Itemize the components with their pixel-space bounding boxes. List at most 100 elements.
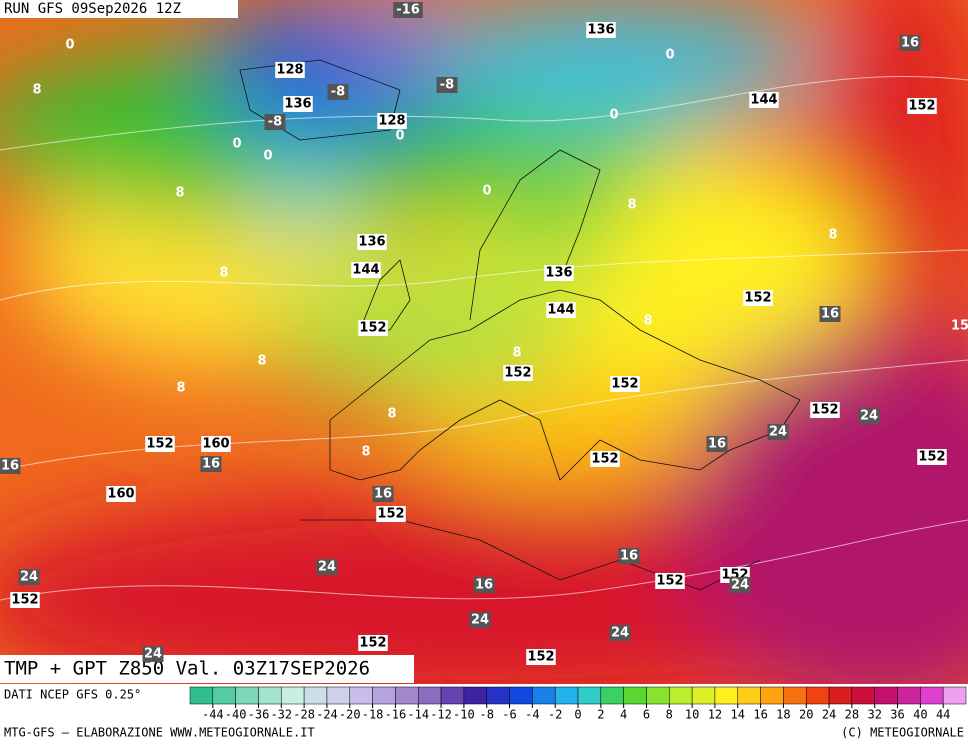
label-box <box>706 436 728 452</box>
colorbar-tick-label: -10 <box>453 708 475 722</box>
colorbar-cell <box>600 686 624 705</box>
colorbar-cell <box>897 686 921 705</box>
geopotential-label: 160 <box>107 487 134 502</box>
colorbar-tick-label: -32 <box>270 708 292 722</box>
geopotential-label: 152 <box>504 366 531 381</box>
isotherm-label: 0 <box>263 149 272 164</box>
label-box <box>393 2 423 18</box>
isotherm-label: 0 <box>232 137 241 152</box>
colorbar-cell <box>828 686 853 705</box>
colorbar-tick-label: -12 <box>430 708 452 722</box>
geopotential-label: 152 <box>359 636 386 651</box>
colorbar-tick-label: 0 <box>574 708 581 722</box>
colorbar-cell <box>509 686 533 705</box>
label-box <box>264 114 286 130</box>
colorbar-tick-label: -18 <box>362 708 384 722</box>
colorbar-cell <box>942 686 967 705</box>
temperature-label: -8 <box>331 85 345 100</box>
label-box <box>283 96 313 112</box>
label-box <box>544 265 574 281</box>
isotherm-label: 8 <box>257 354 266 369</box>
colorbar-cell <box>258 686 282 705</box>
label-box <box>351 262 381 278</box>
temperature-label: 16 <box>708 437 726 452</box>
geopotential-label: 136 <box>587 23 614 38</box>
geopotential-label: 136 <box>284 97 311 112</box>
credit: MTG-GFS — ELABORAZIONE WWW.METEOGIORNALE… <box>4 726 315 740</box>
temperature-label: 24 <box>471 613 489 628</box>
label-box <box>201 436 231 452</box>
colorbar-cell <box>783 686 807 705</box>
geopotential-label: 152 <box>908 99 935 114</box>
isotherm-label: 8 <box>361 445 370 460</box>
geopotential-label: 128 <box>276 63 303 78</box>
colorbar-tick-label: 24 <box>822 708 836 722</box>
label-box <box>473 577 495 593</box>
colorbar-cell <box>532 686 556 705</box>
colorbar-tick-label: -8 <box>479 708 493 722</box>
label-box <box>655 573 685 589</box>
colorbar-cell <box>805 686 830 705</box>
label-box <box>526 649 556 665</box>
label-box <box>917 449 947 465</box>
colorbar-cell <box>303 686 328 705</box>
colorbar-cell <box>691 686 716 705</box>
temperature-label: 16 <box>620 549 638 564</box>
temperature-label: 24 <box>731 578 749 593</box>
isotherm-label: 0 <box>609 108 618 123</box>
colorbar-cell <box>714 686 739 705</box>
copyright: (C) METEOGIORNALE <box>841 726 964 740</box>
label-box <box>327 84 349 100</box>
isotherm-label: 0 <box>65 38 74 53</box>
label-box <box>358 320 388 336</box>
temperature-label: -8 <box>268 115 282 130</box>
geopotential-label: 160 <box>202 437 229 452</box>
geopotential-label: 152 <box>656 574 683 589</box>
label-box <box>275 62 305 78</box>
colorbar-tick-label: 12 <box>708 708 722 722</box>
colorbar-cell <box>760 686 784 705</box>
temperature-label: 16 <box>374 487 392 502</box>
colorbar-tick-label: -16 <box>385 708 407 722</box>
isotherm-label: 8 <box>32 83 41 98</box>
label-box <box>469 612 491 628</box>
geopotential-label: 152 <box>744 291 771 306</box>
isotherm-label: 8 <box>627 198 636 213</box>
colorbar-cell <box>349 686 373 705</box>
temperature-label: 24 <box>860 409 878 424</box>
colorbar-cell <box>737 686 761 705</box>
colorbar-tick-label: 44 <box>936 708 950 722</box>
label-box <box>10 592 40 608</box>
colorbar-tick-label: 2 <box>597 708 604 722</box>
colorbar-tick-label: -4 <box>525 708 539 722</box>
geopotential-label: 144 <box>750 93 777 108</box>
colorbar-tick-label: 4 <box>620 708 627 722</box>
label-box <box>142 646 164 662</box>
colorbar-tick-label: -44 <box>202 708 224 722</box>
geopotential-label: 128 <box>378 114 405 129</box>
isotherm-label: 8 <box>176 381 185 396</box>
colorbar-cell <box>326 686 351 705</box>
label-box <box>0 458 21 474</box>
product-title: TMP + GPT Z850 Val. 03Z17SEP2026 <box>4 658 370 680</box>
colorbar-cell <box>486 686 510 705</box>
label-box <box>546 302 576 318</box>
colorbar-cell <box>874 686 898 705</box>
label-box <box>145 436 175 452</box>
isotherm-label: 8 <box>387 407 396 422</box>
label-box <box>590 451 620 467</box>
isotherm-label: 8 <box>643 314 652 329</box>
colorbar-tick-label: 10 <box>685 708 699 722</box>
colorbar-tick-label: -28 <box>293 708 315 722</box>
label-box <box>316 559 338 575</box>
colorbar-cell <box>212 686 236 705</box>
colorbar-cell <box>440 686 465 705</box>
temperature-label: 16 <box>901 36 919 51</box>
label-box <box>749 92 779 108</box>
isotherm-label: 0 <box>482 184 491 199</box>
isotherm-label: 0 <box>665 48 674 63</box>
temperature-label: -16 <box>396 3 420 18</box>
colorbar-cell <box>395 686 419 705</box>
temperature-label: 24 <box>611 626 629 641</box>
